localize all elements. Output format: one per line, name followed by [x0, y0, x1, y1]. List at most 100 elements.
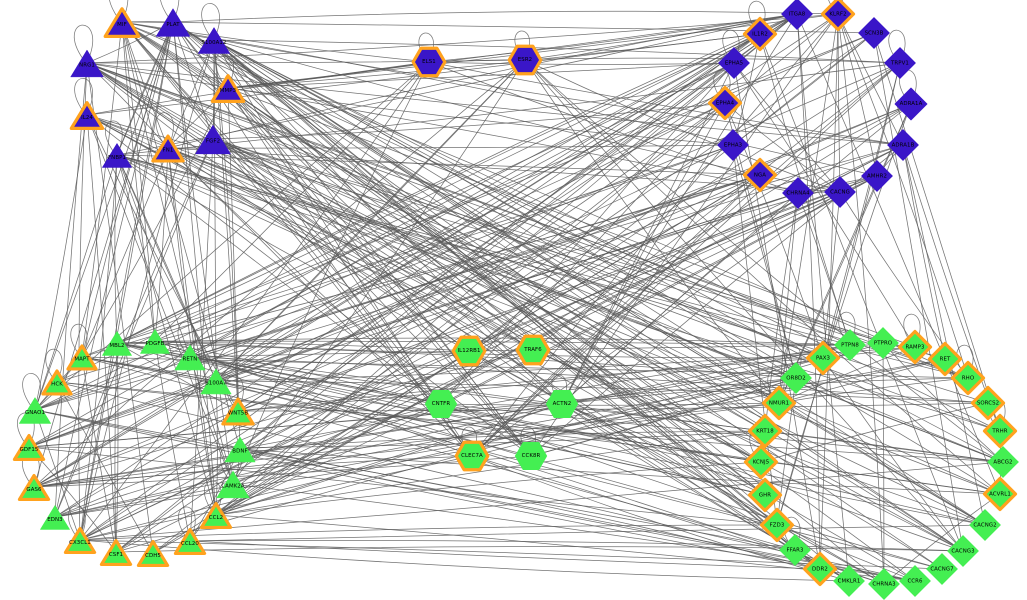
octagon-green-icon [511, 436, 551, 476]
graph-node-cmklr1[interactable]: CMKLR1 [830, 562, 869, 600]
graph-node-mbl2[interactable]: MBL2 [97, 326, 136, 360]
diamond-green-icon [776, 531, 815, 570]
diamond-green-icon [746, 476, 785, 515]
diamond-green-icon [801, 550, 840, 589]
triangle-green-icon [212, 466, 254, 503]
graph-node-mmp3[interactable]: MMP3 [207, 70, 248, 106]
diamond-green-icon [969, 384, 1008, 423]
graph-node-amhr2[interactable]: AMHR2 [858, 157, 897, 196]
graph-node-pdgfb[interactable]: PDGFB [135, 324, 174, 358]
triangle-green-icon [196, 364, 236, 399]
triangle-green-icon [60, 523, 99, 557]
triangle-green-icon [96, 535, 135, 569]
triangle-green-icon [14, 470, 53, 504]
graph-node-fgf2[interactable]: FGF2 [191, 120, 236, 159]
diamond-green-icon [760, 384, 799, 423]
graph-node-cdh5[interactable]: CDH5 [133, 536, 172, 570]
diamond-blue-icon [884, 126, 923, 165]
graph-node-fn1[interactable]: FN1 [148, 131, 188, 166]
diamond-green-icon [944, 532, 983, 571]
diamond-green-icon [831, 326, 870, 365]
graph-node-mif[interactable]: MIF [100, 3, 144, 41]
triangle-blue-icon [66, 97, 107, 133]
graph-node-adra1a[interactable]: ADRA1A [891, 84, 931, 124]
graph-node-nga[interactable]: NGA [741, 156, 780, 195]
octagon-green-icon [542, 384, 582, 424]
triangle-blue-icon [148, 131, 188, 166]
octagon-green-icon [452, 436, 492, 476]
graph-node-cx3cl1[interactable]: CX3CL1 [60, 523, 99, 557]
triangle-blue-icon [66, 45, 108, 82]
graph-node-itga8[interactable]: ITGA8 [778, 0, 817, 34]
diamond-green-icon [804, 339, 843, 378]
graph-node-plat[interactable]: PLAT [151, 3, 195, 41]
graph-node-camk2a[interactable]: CAMK2A [212, 466, 254, 503]
octagon-blue-icon [409, 42, 449, 82]
graph-node-esr2[interactable]: ESR2 [505, 40, 545, 80]
graph-node-il24[interactable]: IL24 [66, 97, 107, 133]
diamond-green-icon [981, 412, 1020, 451]
triangle-green-icon [63, 341, 101, 374]
graph-node-gdf15[interactable]: GDF15 [9, 430, 48, 464]
octagon-green-icon [421, 384, 461, 424]
triangle-green-icon [170, 340, 210, 375]
graph-node-ccl20[interactable]: CCL20 [170, 524, 209, 558]
triangle-blue-icon [151, 3, 195, 41]
graph-node-traf6[interactable]: TRAF6 [513, 330, 553, 370]
diamond-green-icon [758, 506, 797, 545]
graph-node-wnt5b[interactable]: WNT5B [218, 394, 258, 429]
graph-node-epha5[interactable]: EPHA5 [715, 44, 754, 83]
graph-node-actn2[interactable]: ACTN2 [542, 384, 582, 424]
diamond-green-icon [896, 562, 935, 600]
diamond-green-icon [926, 340, 965, 379]
graph-node-cacng[interactable]: CACNG [821, 173, 860, 212]
triangle-green-icon [14, 392, 55, 428]
diamond-blue-icon [881, 44, 920, 83]
diamond-blue-icon [741, 15, 780, 54]
triangle-green-icon [133, 536, 172, 570]
triangle-green-icon [35, 500, 74, 534]
octagon-green-icon [513, 330, 553, 370]
graph-node-s100a12[interactable]: S100A12 [193, 22, 234, 58]
diamond-blue-icon [779, 174, 818, 213]
graph-node-il12rb1[interactable]: IL12RB1 [449, 331, 489, 371]
diamond-blue-icon [891, 84, 931, 124]
graph-node-chrna4[interactable]: CHRNA4 [779, 174, 818, 213]
diamond-green-icon [830, 562, 869, 600]
diamond-green-icon [966, 506, 1005, 545]
graph-node-els1[interactable]: ELS1 [409, 42, 449, 82]
triangle-blue-icon [193, 22, 234, 58]
graph-node-ccr6[interactable]: CCR6 [896, 562, 935, 600]
graph-node-csf1[interactable]: CSF1 [96, 535, 135, 569]
octagon-green-icon [449, 331, 489, 371]
graph-node-klrf2[interactable]: KLRF2 [819, 0, 858, 34]
diamond-blue-icon [714, 126, 753, 165]
triangle-green-icon [97, 326, 136, 360]
graph-node-nrg1[interactable]: NRG1 [66, 45, 108, 82]
graph-node-gnao1[interactable]: GNAO1 [14, 392, 55, 428]
diamond-green-icon [777, 359, 816, 398]
graph-node-cntfr[interactable]: CNTFR [421, 384, 461, 424]
triangle-green-icon [9, 430, 48, 464]
graph-node-gas6[interactable]: GAS6 [14, 470, 53, 504]
graph-node-fnbp1[interactable]: FNBP1 [97, 138, 136, 172]
diamond-blue-icon [715, 44, 754, 83]
graph-node-clec7a[interactable]: CLEC7A [452, 436, 492, 476]
graph-node-cck8r[interactable]: CCK8R [511, 436, 551, 476]
diamond-green-icon [923, 550, 962, 589]
triangle-blue-icon [97, 138, 136, 172]
diamond-blue-icon [855, 14, 894, 53]
diamond-green-icon [742, 443, 781, 482]
triangle-green-icon [170, 524, 209, 558]
graph-node-trpv1[interactable]: TRPV1 [881, 44, 920, 83]
diamond-blue-icon [741, 156, 780, 195]
triangle-blue-icon [191, 120, 236, 159]
graph-node-bdnf[interactable]: BDNF [220, 432, 260, 467]
triangle-green-icon [38, 366, 76, 399]
diamond-green-icon [746, 412, 785, 451]
graph-node-epha4[interactable]: EPHA4 [706, 84, 745, 123]
diamond-green-icon [984, 443, 1023, 482]
diamond-blue-icon [858, 157, 897, 196]
